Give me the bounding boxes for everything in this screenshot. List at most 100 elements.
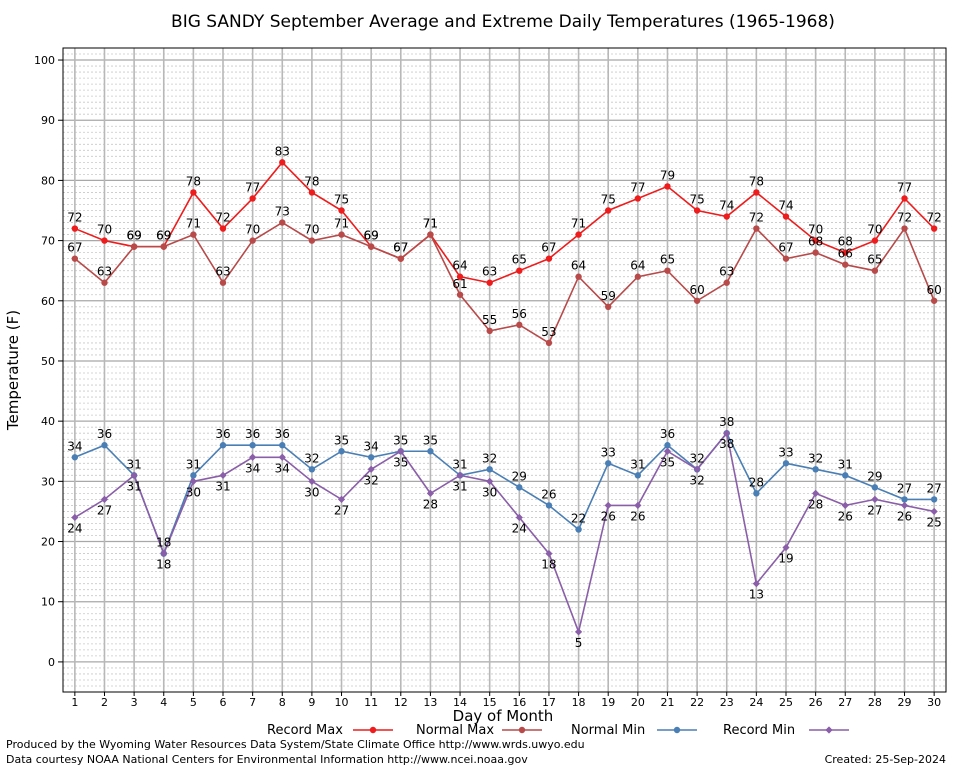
record-max-point [575,231,582,238]
record-max-data-label: 78 [304,174,319,188]
normal-min-point [516,484,523,491]
record-max-data-label: 69 [364,229,379,243]
data-labels: 72 70 69 69 78 72 77 83 78 75 69 67 71 64 63 65 67 71 75 77… [67,144,942,649]
record-max-point [605,207,612,214]
normal-max-point [130,243,138,250]
record-min-data-label: 26 [630,509,645,523]
y-tick-label: 80 [41,174,55,187]
record-min-data-label: 27 [867,503,882,517]
record-min-data-label: 34 [245,461,260,475]
x-tick-label: 27 [838,696,852,709]
record-max-data-label: 70 [808,223,823,237]
y-tick-label: 60 [41,295,55,308]
record-min-data-label: 30 [186,485,201,499]
legend-marker [825,726,833,734]
normal-max-point [545,339,553,347]
normal-min-data-label: 29 [867,469,882,483]
record-max-point [930,225,938,232]
normal-min-point [664,442,671,449]
normal-min-data-label: 35 [423,433,438,447]
record-min-point [634,501,642,510]
normal-min-data-label: 31 [452,457,467,471]
normal-max-data-label: 71 [186,217,201,231]
chart-title: BIG SANDY September Average and Extreme … [171,12,835,32]
record-max-point [456,273,464,280]
record-max-point [664,183,671,190]
normal-max-data-label: 63 [719,265,734,279]
footer-created-date: Created: 25-Sep-2024 [824,753,946,766]
normal-max-point [456,291,464,298]
normal-max-series [71,219,938,347]
normal-min-point [842,472,849,479]
record-max-point [279,159,286,166]
normal-max-data-label: 65 [867,253,882,267]
normal-min-data-label: 18 [156,536,171,550]
normal-max-point [782,255,790,262]
record-min-point [397,447,405,455]
normal-max-point [930,297,938,304]
record-max-data-label: 68 [838,235,853,249]
x-tick-label: 18 [572,696,586,709]
x-tick-label: 3 [131,696,138,709]
record-min-data-label: 26 [897,509,912,523]
normal-max-data-label: 70 [245,223,260,237]
record-max-point [812,237,819,244]
record-min-data-label: 27 [97,503,112,517]
x-tick-label: 24 [749,696,763,709]
record-max-data-label: 69 [156,229,171,243]
normal-max-data-label: 71 [334,217,349,231]
legend-marker [673,726,681,734]
normal-max-data-label: 65 [660,253,675,267]
normal-min-point [71,454,79,461]
record-max-data-label: 70 [97,223,112,237]
record-min-point [130,471,138,479]
normal-min-point [812,466,819,473]
normal-max-data-label: 64 [571,259,586,273]
record-max-data-label: 78 [186,174,201,188]
normal-min-data-label: 26 [541,487,556,501]
record-min-data-label: 30 [482,485,497,499]
record-min-point [900,501,909,510]
x-tick-label: 29 [898,696,912,709]
x-tick-label: 28 [868,696,882,709]
normal-min-data-label: 31 [126,457,141,471]
legend-label: Normal Min [571,723,645,738]
record-min-data-label: 26 [601,509,616,523]
normal-min-point [101,442,108,449]
normal-min-data-label: 32 [482,451,497,465]
record-max-data-label: 74 [778,199,793,213]
record-min-data-label: 38 [719,437,734,451]
record-max-data-label: 71 [571,217,586,231]
record-max-data-label: 72 [215,211,230,225]
normal-min-point [871,484,879,491]
normal-max-data-label: 67 [67,241,82,255]
normal-min-point [605,460,612,467]
record-min-data-label: 18 [156,558,171,572]
normal-min-data-label: 27 [927,481,942,495]
normal-min-data-label: 31 [186,457,201,471]
normal-max-data-label: 73 [275,205,290,219]
record-max-point [219,225,227,232]
normal-min-data-label: 31 [630,457,645,471]
record-min-point [723,429,731,437]
record-min-point [930,507,938,516]
legend-marker [369,726,377,734]
normal-max-data-label: 59 [601,289,616,303]
footer-produced-by: Produced by the Wyoming Water Resources … [6,738,585,751]
record-max-data-label: 77 [630,180,645,194]
footer-data-courtesy: Data courtesy NOAA National Centers for … [6,753,528,766]
record-max-data-label: 72 [67,211,82,225]
normal-max-point [249,237,256,244]
normal-max-data-label: 63 [97,265,112,279]
record-max-point [308,189,316,196]
record-min-point [160,549,168,558]
normal-max-data-label: 69 [156,229,171,243]
normal-max-point [190,231,197,238]
normal-max-point [664,267,671,274]
record-max-data-label: 75 [334,193,349,207]
normal-max-line [74,221,935,345]
normal-min-point [367,454,375,461]
x-tick-label: 1 [71,696,78,709]
normal-max-data-label: 64 [630,259,645,273]
legend: Record Max Normal Max Normal Min Record Min [267,723,849,738]
